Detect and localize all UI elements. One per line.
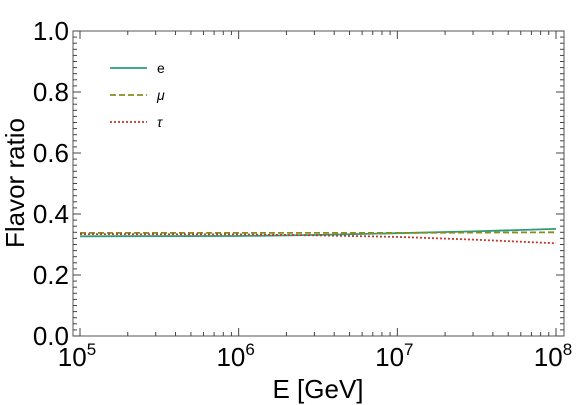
x-tick-base: 10 <box>216 342 245 372</box>
y-tick-label: 0.8 <box>33 77 69 107</box>
axis-ticks <box>73 30 564 337</box>
y-tick-label: 0.0 <box>33 321 69 351</box>
legend-label: e <box>157 60 165 76</box>
plot-frame <box>72 30 565 337</box>
y-tick-label: 0.6 <box>33 138 69 168</box>
x-tick-label: 107 <box>375 340 413 372</box>
x-tick-base: 10 <box>58 342 87 372</box>
series-layer <box>79 228 557 245</box>
x-tick-label: 108 <box>534 340 572 372</box>
y-tick-label: 0.4 <box>33 199 69 229</box>
series-line-1 <box>80 231 557 234</box>
y-axis-title: Flavor ratio <box>0 118 30 248</box>
x-axis-title: E [GeV] <box>272 374 363 404</box>
x-tick-label: 106 <box>216 340 254 372</box>
x-tick-label: 105 <box>58 340 96 372</box>
y-tick-label: 1.0 <box>33 16 69 46</box>
x-tick-exponent: 5 <box>87 340 96 359</box>
series-line-2 <box>79 233 557 245</box>
x-tick-exponent: 6 <box>245 340 254 359</box>
x-tick-exponent: 8 <box>563 340 572 359</box>
legend-label: μ <box>156 87 165 103</box>
x-tick-base: 10 <box>534 342 563 372</box>
x-tick-exponent: 7 <box>404 340 413 359</box>
series-line-0 <box>79 228 557 238</box>
legend-label: τ <box>157 114 163 130</box>
legend: eμτ <box>110 60 165 130</box>
y-tick-label: 0.2 <box>33 260 69 290</box>
x-tick-base: 10 <box>375 342 404 372</box>
